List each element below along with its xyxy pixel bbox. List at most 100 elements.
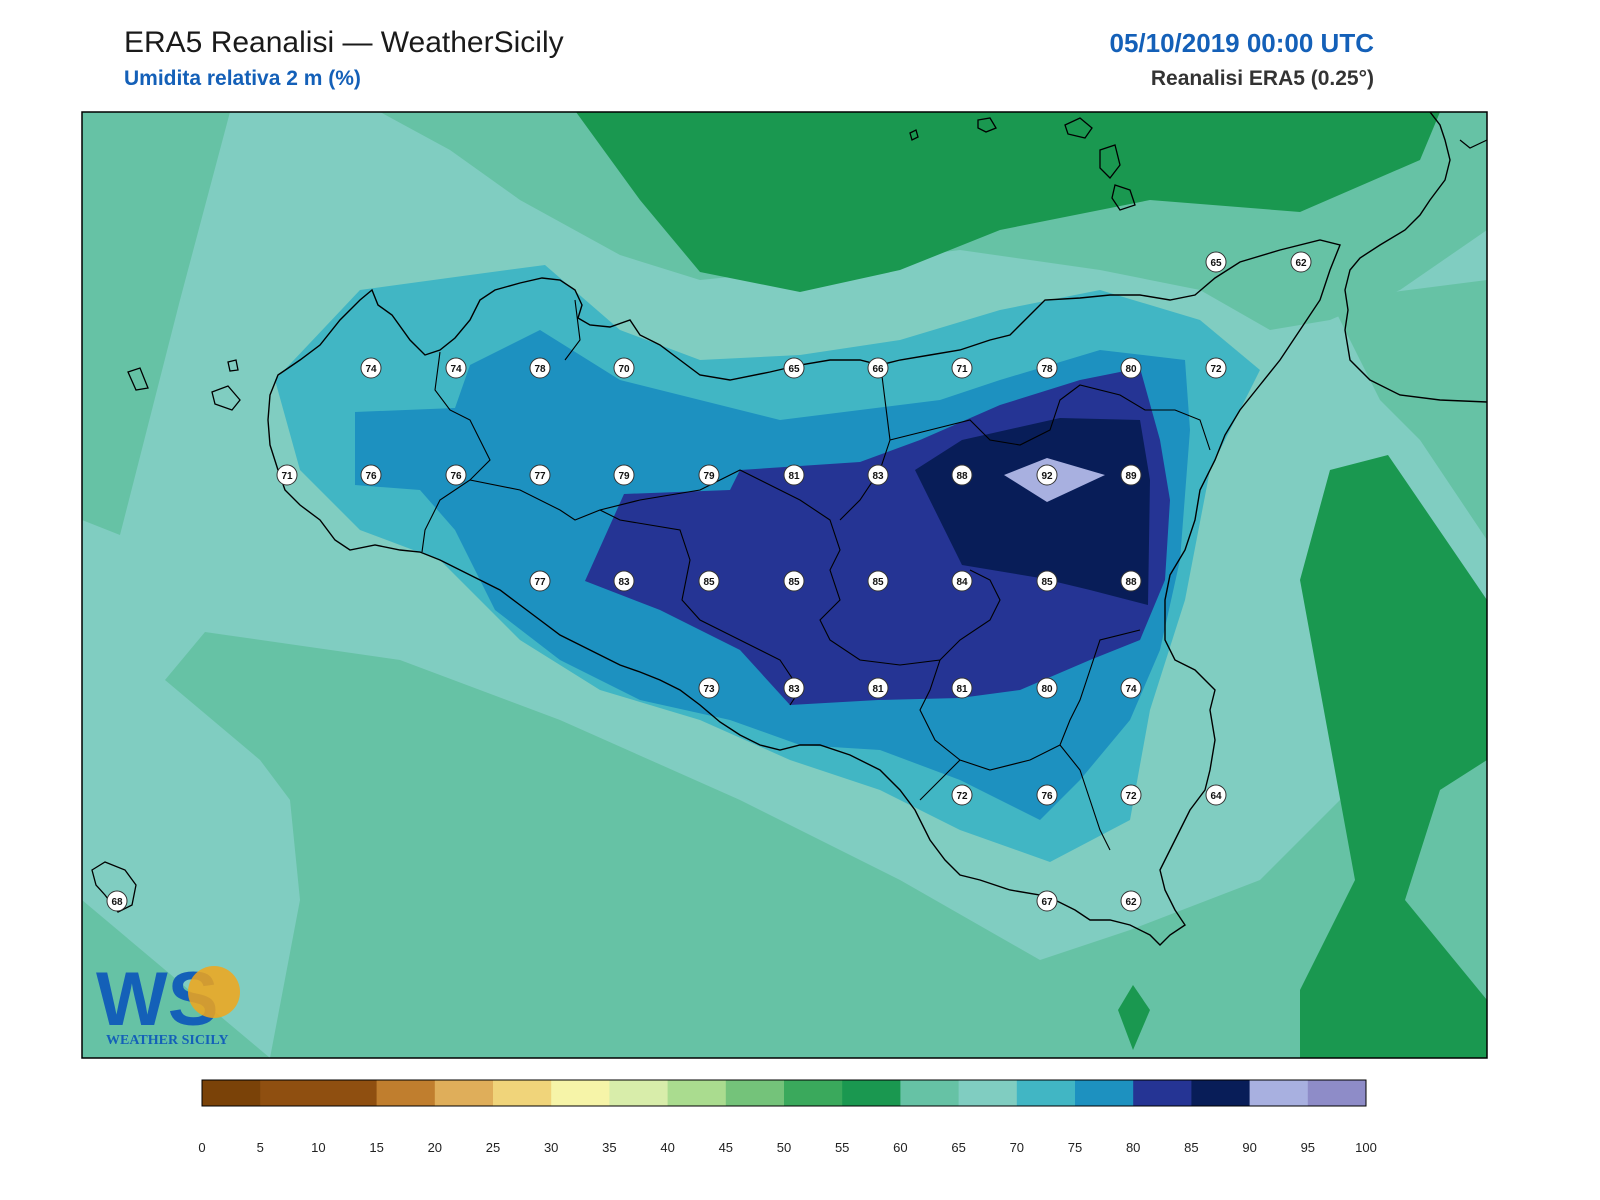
- colorbar-tick-label: 85: [1184, 1140, 1199, 1155]
- value-label: 74: [365, 364, 377, 375]
- value-label: 80: [1041, 684, 1053, 695]
- island-alicudi: [977, 117, 997, 133]
- value-label: 76: [1041, 791, 1053, 802]
- map-frame: [81, 111, 1488, 1059]
- value-label: 74: [450, 364, 462, 375]
- value-marker: 71: [951, 357, 973, 379]
- value-label: 79: [618, 471, 630, 482]
- value-markers: 74 74 78 70 65 66 71 78 80 72 65 62 71 76 76 77 79 79 81 83…: [106, 251, 1312, 912]
- value-label: 92: [1041, 471, 1053, 482]
- value-label: 85: [872, 577, 884, 588]
- value-label: 74: [1125, 684, 1137, 695]
- colorbar-tick-label: 35: [602, 1140, 617, 1155]
- value-label: 72: [1125, 791, 1137, 802]
- colorbar-swatch: [1307, 1080, 1367, 1106]
- contour-60-north: [576, 112, 1440, 292]
- island-vulcano: [1111, 184, 1136, 211]
- value-label: 67: [1041, 897, 1053, 908]
- value-label: 78: [1041, 364, 1053, 375]
- value-label: 66: [872, 364, 884, 375]
- province-borders: [421, 299, 1211, 851]
- value-label: 76: [450, 471, 462, 482]
- colorbar-tick-label: 25: [485, 1140, 501, 1155]
- weathersicily-logo: WS WEATHER SICILY: [96, 957, 240, 1048]
- value-marker: 88: [951, 464, 973, 486]
- value-label: 85: [1041, 577, 1053, 588]
- island-pantelleria: [91, 861, 137, 913]
- value-label: 73: [703, 684, 715, 695]
- value-marker: 62: [1290, 251, 1312, 273]
- value-marker: 66: [867, 357, 889, 379]
- colorbar-swatch: [609, 1080, 669, 1106]
- calabria-coast-2: [1459, 139, 1487, 149]
- colorbar-swatch: [260, 1080, 319, 1106]
- value-marker: 77: [529, 464, 551, 486]
- colorbar-tick-label: 20: [427, 1140, 443, 1155]
- value-marker: 88: [1120, 570, 1142, 592]
- contour-85: [915, 418, 1150, 605]
- colorbar-tick-label: 60: [893, 1140, 908, 1155]
- colorbar-tick-label: 45: [718, 1140, 734, 1155]
- value-marker: 85: [867, 570, 889, 592]
- value-label: 83: [788, 684, 800, 695]
- colorbar-tick-label: 90: [1242, 1140, 1257, 1155]
- value-label: 83: [872, 471, 884, 482]
- value-marker: 74: [1120, 677, 1142, 699]
- colorbar-swatch: [1133, 1080, 1192, 1106]
- value-label: 62: [1295, 258, 1307, 269]
- value-label: 81: [956, 684, 968, 695]
- value-label: 65: [1210, 258, 1222, 269]
- colorbar-swatch: [376, 1080, 436, 1106]
- value-label: 71: [956, 364, 968, 375]
- colorbar-tick-label: 55: [834, 1140, 850, 1155]
- colorbar-tick-label: 10: [311, 1140, 326, 1155]
- value-marker: 73: [698, 677, 720, 699]
- value-label: 62: [1125, 897, 1137, 908]
- value-marker: 85: [698, 570, 720, 592]
- value-label: 72: [1210, 364, 1222, 375]
- colorbar-swatch: [1249, 1080, 1309, 1106]
- value-marker: 65: [783, 357, 805, 379]
- value-marker: 81: [867, 677, 889, 699]
- colorbar-swatch: [958, 1080, 1018, 1106]
- value-label: 64: [1210, 791, 1222, 802]
- colorbar-swatch: [434, 1080, 494, 1106]
- colorbar-swatch: [202, 1080, 261, 1106]
- value-marker: 72: [1120, 784, 1142, 806]
- value-marker: 81: [951, 677, 973, 699]
- colorbar-swatch: [667, 1080, 727, 1106]
- contour-60-east: [1300, 455, 1487, 1058]
- value-label: 85: [788, 577, 800, 588]
- island-egadi-1: [127, 367, 149, 391]
- value-marker: 72: [1205, 357, 1227, 379]
- map-source: Reanalisi ERA5 (0.25°): [1150, 67, 1374, 90]
- value-marker: 78: [1036, 357, 1058, 379]
- colorbar-swatch: [493, 1080, 552, 1106]
- value-marker: 85: [1036, 570, 1058, 592]
- colorbar-tick-label: 70: [1009, 1140, 1025, 1155]
- value-marker: 68: [106, 890, 128, 912]
- value-marker: 81: [783, 464, 805, 486]
- colorbar-swatch: [1191, 1080, 1251, 1106]
- value-label: 65: [788, 364, 800, 375]
- sun-icon: [188, 966, 240, 1018]
- calabria-coastline: [1344, 112, 1487, 403]
- value-marker: 83: [613, 570, 635, 592]
- value-marker: 89: [1120, 464, 1142, 486]
- colorbar-tick-label: 5: [256, 1140, 264, 1155]
- colorbar-tick-label: 100: [1355, 1140, 1377, 1155]
- value-marker: 67: [1036, 890, 1058, 912]
- island-salina: [1064, 117, 1093, 139]
- value-marker: 84: [951, 570, 973, 592]
- island-egadi-3: [227, 359, 239, 372]
- colorbar-tick-label: 40: [660, 1140, 675, 1155]
- value-label: 71: [281, 471, 293, 482]
- value-label: 70: [618, 364, 630, 375]
- value-label: 81: [872, 684, 884, 695]
- value-marker: 80: [1036, 677, 1058, 699]
- value-marker: 77: [529, 570, 551, 592]
- colorbar-tick-label: 75: [1067, 1140, 1083, 1155]
- value-marker: 65: [1205, 251, 1227, 273]
- value-label: 80: [1125, 364, 1137, 375]
